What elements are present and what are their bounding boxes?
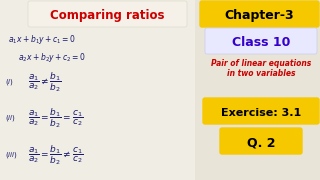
Text: $a_1x + b_1y + c_1 = 0$: $a_1x + b_1y + c_1 = 0$: [8, 33, 76, 46]
FancyBboxPatch shape: [28, 1, 187, 27]
Text: in two variables: in two variables: [227, 69, 295, 78]
FancyBboxPatch shape: [200, 1, 319, 27]
FancyBboxPatch shape: [220, 128, 302, 154]
Text: Q. 2: Q. 2: [247, 136, 275, 150]
Text: $(ii)$: $(ii)$: [5, 113, 16, 123]
FancyBboxPatch shape: [205, 28, 317, 54]
Text: Class 10: Class 10: [232, 37, 290, 50]
Text: $\dfrac{a_1}{a_2} = \dfrac{b_1}{b_2} = \dfrac{c_1}{c_2}$: $\dfrac{a_1}{a_2} = \dfrac{b_1}{b_2} = \…: [28, 106, 83, 130]
Text: Exercise: 3.1: Exercise: 3.1: [221, 108, 301, 118]
Text: $\dfrac{a_1}{a_2} \neq \dfrac{b_1}{b_2}$: $\dfrac{a_1}{a_2} \neq \dfrac{b_1}{b_2}$: [28, 70, 62, 94]
Text: $(i)$: $(i)$: [5, 77, 14, 87]
Text: $(iii)$: $(iii)$: [5, 150, 18, 160]
FancyBboxPatch shape: [0, 0, 195, 180]
Text: Comparing ratios: Comparing ratios: [50, 10, 164, 22]
FancyBboxPatch shape: [203, 98, 319, 124]
Text: $\dfrac{a_1}{a_2} = \dfrac{b_1}{b_2} \neq \dfrac{c_1}{c_2}$: $\dfrac{a_1}{a_2} = \dfrac{b_1}{b_2} \ne…: [28, 143, 83, 167]
Text: Chapter-3: Chapter-3: [224, 10, 294, 22]
Text: Pair of linear equations: Pair of linear equations: [211, 58, 311, 68]
Text: $a_2x + b_2y + c_2 = 0$: $a_2x + b_2y + c_2 = 0$: [18, 51, 86, 64]
